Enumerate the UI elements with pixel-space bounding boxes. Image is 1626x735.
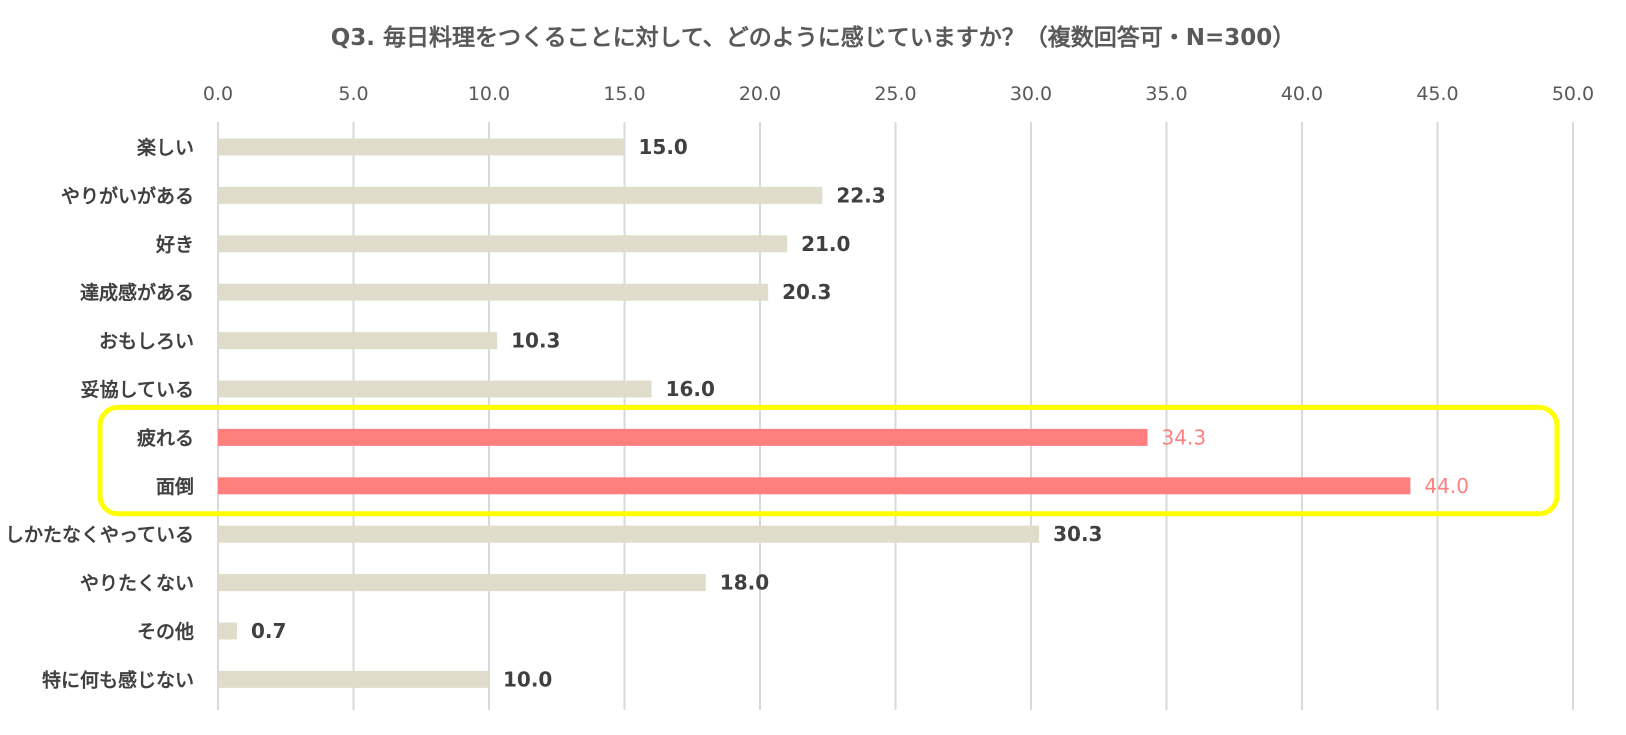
bar: [218, 235, 788, 253]
bar-highlighted: [218, 477, 1411, 495]
value-label: 30.3: [1053, 522, 1102, 546]
x-tick-label: 15.0: [603, 83, 645, 105]
value-label: 15.0: [639, 135, 688, 159]
category-label: 疲れる: [137, 426, 194, 449]
x-tick-label: 20.0: [739, 83, 781, 105]
chart-title: Q3. 毎日料理をつくることに対して、どのように感じていますか？（複数回答可・N…: [330, 25, 1296, 51]
value-label: 21.0: [801, 232, 850, 256]
category-label: 妥協している: [81, 379, 194, 401]
bar: [218, 670, 489, 688]
bar: [218, 574, 706, 592]
category-label: 面倒: [156, 475, 194, 498]
value-label: 34.3: [1162, 425, 1207, 449]
value-label: 16.0: [666, 377, 715, 401]
category-label: 達成感がある: [80, 281, 194, 304]
x-tick-label: 30.0: [1010, 83, 1052, 105]
x-tick-label: 45.0: [1416, 83, 1458, 105]
x-tick-label: 35.0: [1145, 83, 1187, 105]
bar: [218, 283, 769, 301]
value-label: 22.3: [836, 183, 885, 207]
highlight-box: [97, 404, 1560, 517]
value-label: 10.0: [503, 667, 552, 691]
x-tick-label: 50.0: [1552, 83, 1594, 105]
x-tick-label: 40.0: [1281, 83, 1323, 105]
x-tick-label: 10.0: [468, 83, 510, 105]
bar: [218, 332, 498, 350]
category-label: 特に何も感じない: [42, 668, 194, 691]
category-label: 楽しい: [137, 136, 194, 159]
category-label: やりがいがある: [61, 184, 194, 207]
bar: [218, 380, 652, 398]
value-label: 0.7: [251, 619, 286, 643]
x-tick-label: 25.0: [874, 83, 916, 105]
x-tick-label: 5.0: [338, 83, 368, 105]
x-tick-label: 0.0: [203, 83, 233, 105]
bar: [218, 186, 823, 204]
bar: [218, 525, 1040, 543]
category-label: やりたくない: [80, 573, 194, 595]
category-label: 好き: [155, 233, 194, 256]
value-label: 18.0: [720, 571, 769, 595]
category-label: おもしろい: [99, 331, 194, 353]
category-label: しかたなくやっている: [5, 524, 194, 546]
value-label: 10.3: [511, 329, 560, 353]
bar-highlighted: [218, 428, 1148, 446]
value-label: 44.0: [1424, 474, 1469, 498]
value-label: 20.3: [782, 280, 831, 304]
category-label: その他: [137, 620, 194, 643]
bar: [218, 622, 237, 640]
bar: [218, 138, 625, 156]
